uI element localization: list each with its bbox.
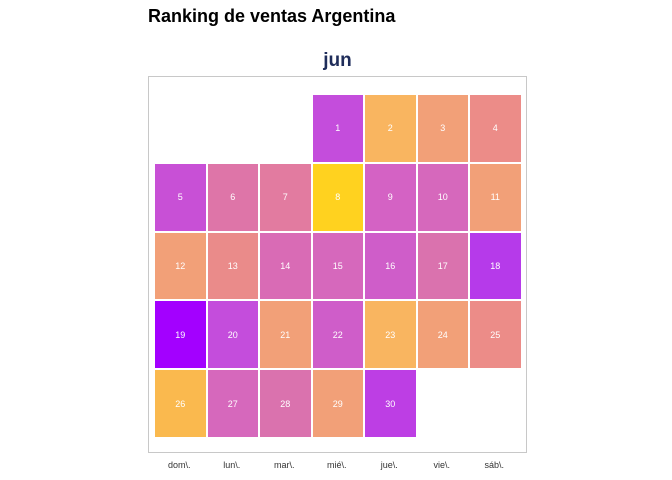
panel-title: jun <box>323 50 352 71</box>
day-cell-18: 18 <box>469 231 522 301</box>
day-cell-24: 24 <box>416 300 469 370</box>
day-cell-21: 21 <box>259 300 312 370</box>
day-cell-26: 26 <box>154 369 207 438</box>
x-tick-label: lun\. <box>223 460 241 470</box>
day-cell-6: 6 <box>206 162 259 232</box>
chart-title: Ranking de ventas Argentina <box>148 6 396 26</box>
day-cell-20: 20 <box>206 300 259 370</box>
x-tick-label: jue\. <box>380 460 398 470</box>
day-cell-12: 12 <box>154 231 207 301</box>
day-cell-13: 13 <box>206 231 259 301</box>
day-cell-28: 28 <box>259 369 312 438</box>
x-tick-label: vie\. <box>433 460 450 470</box>
day-cell-16: 16 <box>364 231 417 301</box>
x-tick-label: mar\. <box>273 460 295 470</box>
day-cell-30: 30 <box>364 369 417 438</box>
day-cell-15: 15 <box>311 231 364 301</box>
day-cell-4: 4 <box>469 94 522 163</box>
day-cell-25: 25 <box>469 300 522 370</box>
x-axis-labels: dom\. lun\. mar\. mié\. jue\. vie\. sáb\. <box>148 460 527 474</box>
x-tick-label: sáb\. <box>484 460 504 470</box>
day-cell-1: 1 <box>311 94 364 163</box>
day-cell-19: 19 <box>154 300 207 370</box>
calendar-heatmap: 1 2 3 4 5 6 7 8 9 10 11 12 13 14 15 16 17 18 19 20 21 22 23 24 2… <box>148 76 527 453</box>
day-cell-23: 23 <box>364 300 417 370</box>
day-cell-3: 3 <box>416 94 469 163</box>
day-cell-9: 9 <box>364 162 417 232</box>
day-cell-7: 7 <box>259 162 312 232</box>
day-cell-8: 8 <box>311 162 364 232</box>
x-tick-label: mié\. <box>326 460 347 470</box>
day-cell-22: 22 <box>311 300 364 370</box>
day-cell-11: 11 <box>469 162 522 232</box>
day-cell-17: 17 <box>416 231 469 301</box>
day-cell-14: 14 <box>259 231 312 301</box>
day-cell-5: 5 <box>154 162 207 232</box>
day-cell-27: 27 <box>206 369 259 438</box>
day-cell-10: 10 <box>416 162 469 232</box>
day-cell-2: 2 <box>364 94 417 163</box>
day-cell-29: 29 <box>311 369 364 438</box>
x-tick-label: dom\. <box>167 460 191 470</box>
